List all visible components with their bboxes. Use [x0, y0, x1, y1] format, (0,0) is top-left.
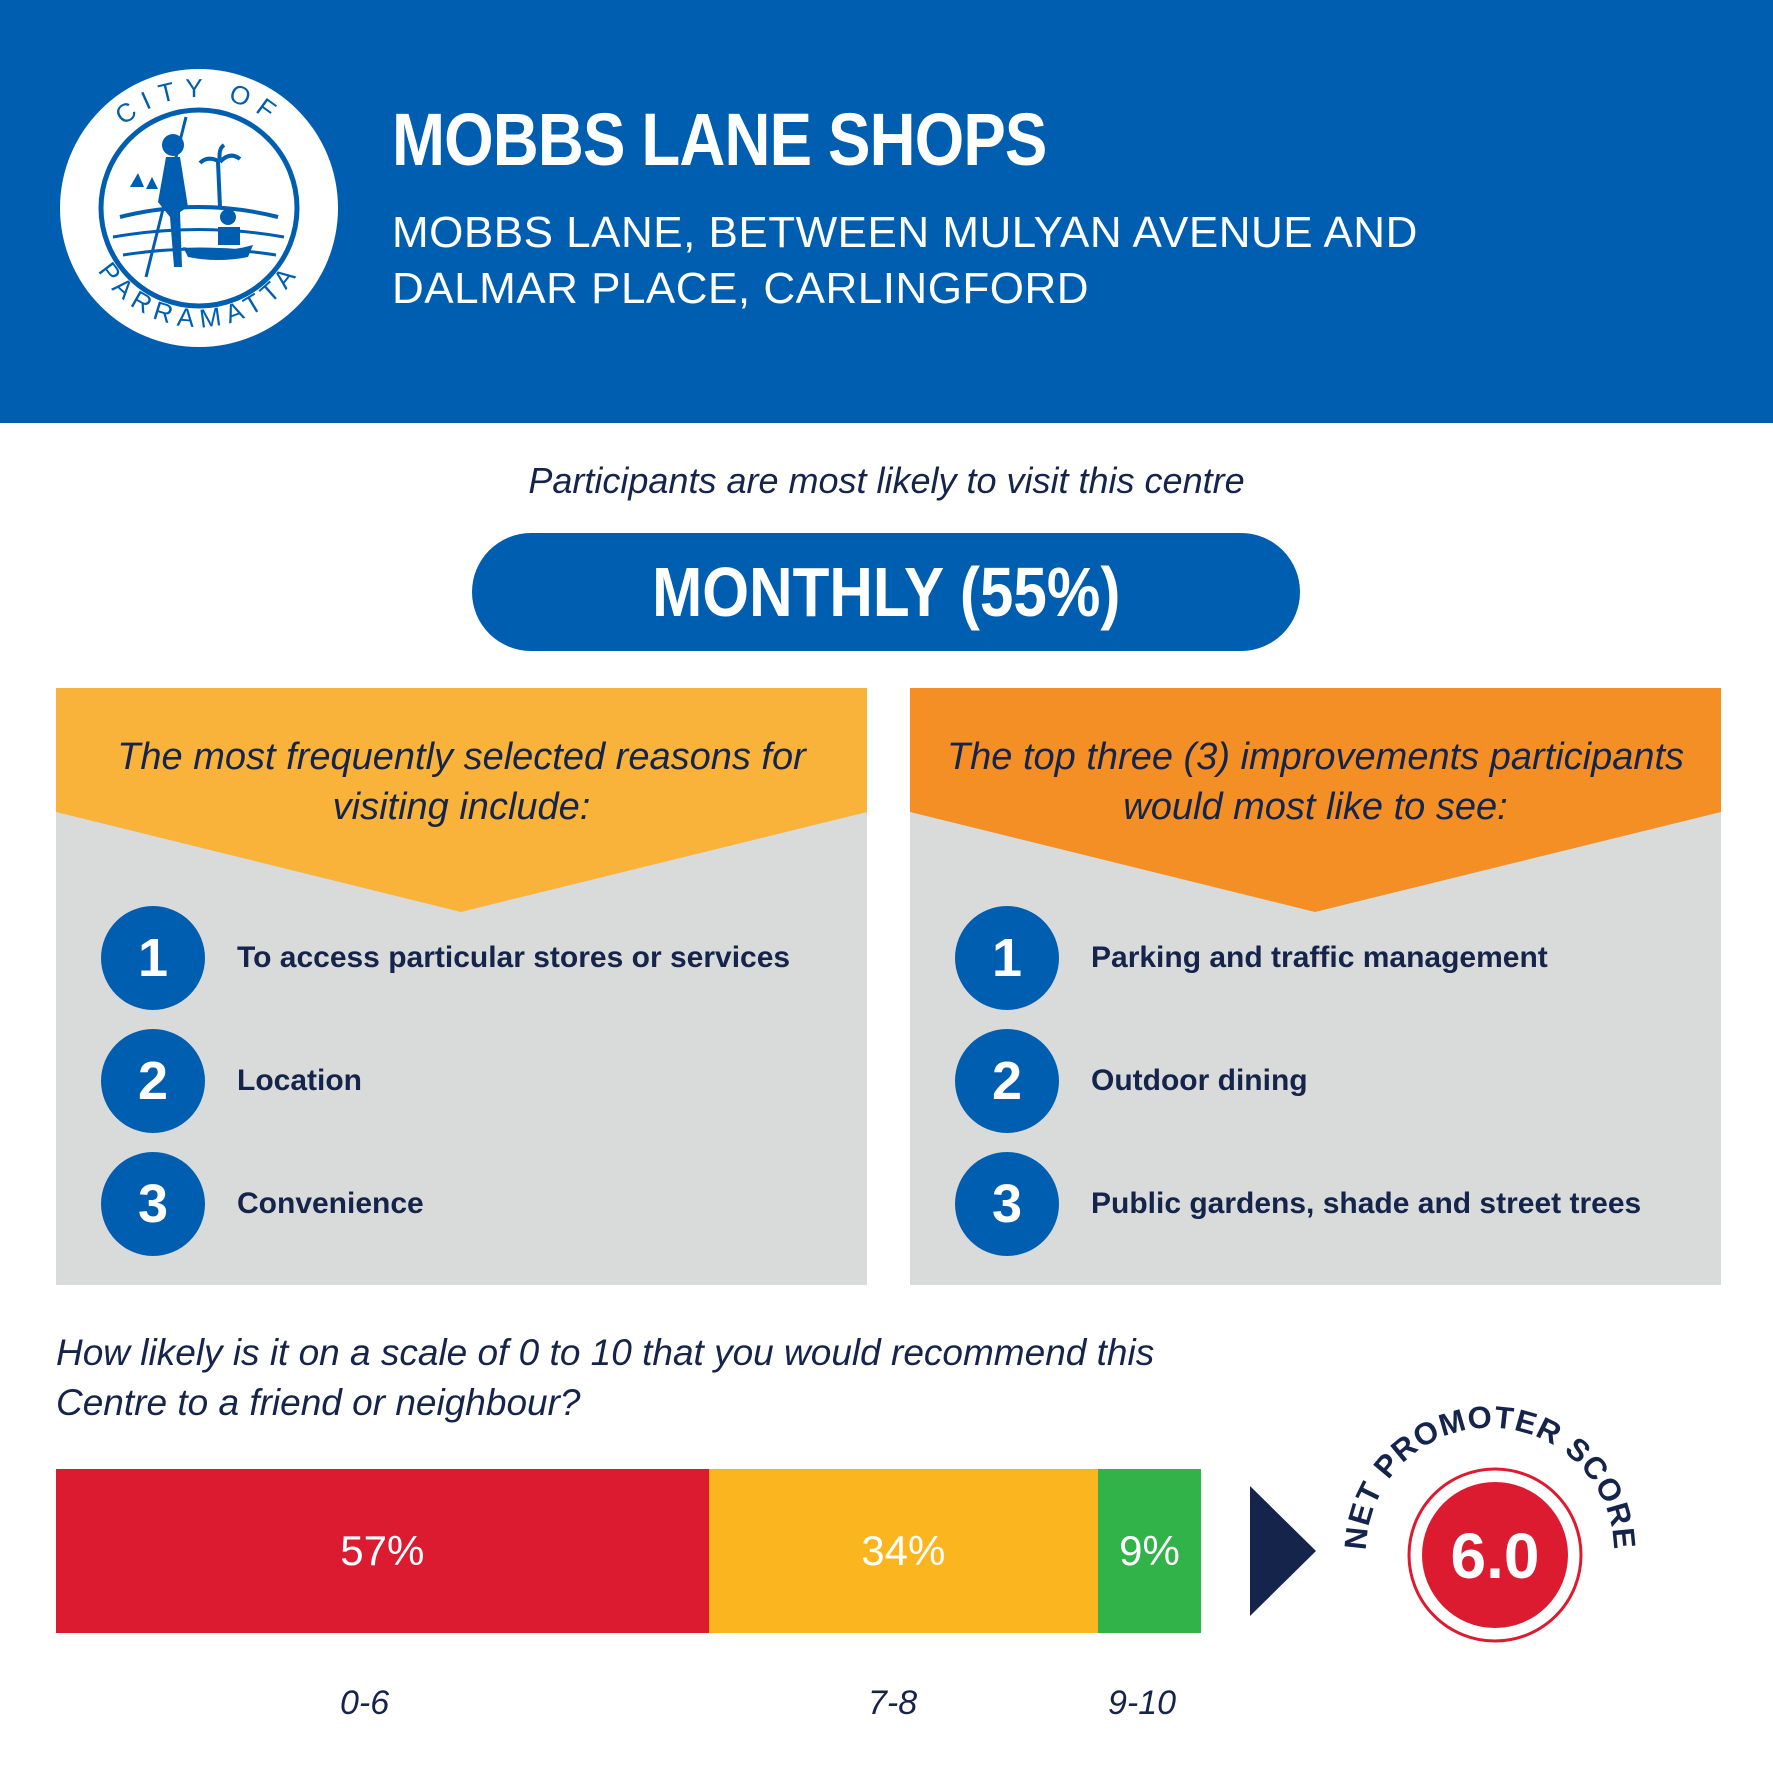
- reason-number-badge: 2: [101, 1029, 205, 1133]
- passives-range-label: 7-8: [868, 1684, 918, 1722]
- improvement-number-badge: 2: [955, 1029, 1059, 1133]
- reason-item: 2 Location: [101, 1029, 851, 1133]
- passives-segment: 34%: [708, 1469, 1098, 1633]
- reasons-header-shape: [56, 688, 867, 912]
- passives-percent: 34%: [861, 1527, 946, 1574]
- improvements-panel: The top three (3) improvements participa…: [910, 688, 1721, 1285]
- improvement-number-badge: 3: [955, 1152, 1059, 1256]
- improvement-label: Parking and traffic management: [1091, 941, 1548, 974]
- improvement-number-badge: 1: [955, 906, 1059, 1010]
- improvements-panel-header: The top three (3) improvements participa…: [910, 688, 1721, 912]
- improvement-label: Public gardens, shade and street trees: [1091, 1187, 1642, 1220]
- visit-frequency-value: MONTHLY (55%): [651, 553, 1121, 631]
- promoters-percent: 9%: [1119, 1527, 1180, 1574]
- promoters-range-label: 9-10: [1108, 1684, 1177, 1722]
- visit-intro: Participants are most likely to visit th…: [528, 460, 1245, 501]
- visit-frequency-badge: MONTHLY (55%): [472, 533, 1300, 651]
- recommend-question: How likely is it on a scale of 0 to 10 t…: [56, 1332, 1155, 1423]
- reason-label: Convenience: [237, 1187, 424, 1220]
- improvement-item: 2 Outdoor dining: [955, 1029, 1705, 1133]
- reasons-panel: The most frequently selected reasons for…: [56, 688, 867, 1285]
- reason-item: 1 To access particular stores or service…: [101, 906, 851, 1010]
- improvement-item: 3 Public gardens, shade and street trees: [955, 1152, 1705, 1256]
- city-of-parramatta-logo: CITY OF PARRAMATTA: [60, 69, 338, 347]
- arrow-right-icon: [1250, 1486, 1316, 1616]
- detractors-percent: 57%: [340, 1527, 425, 1574]
- reasons-panel-header: The most frequently selected reasons for…: [56, 688, 867, 912]
- nps-value: 6.0: [1451, 1520, 1540, 1592]
- promoters-segment: 9%: [1097, 1469, 1201, 1633]
- detractors-segment: 57%: [56, 1469, 709, 1633]
- page-subtitle: MOBBS LANE, BETWEEN MULYAN AVENUE AND DA…: [392, 208, 1418, 313]
- recommend-distribution-bar: 57% 34% 9%: [56, 1469, 1201, 1633]
- improvements-heading: The top three (3) improvements participa…: [946, 736, 1685, 828]
- improvements-header-shape: [910, 688, 1721, 912]
- reason-label: Location: [237, 1064, 362, 1097]
- header-banner: CITY OF PARRAMATTA MOBBS LANE SHOPS MOBB…: [0, 0, 1773, 423]
- reason-label: To access particular stores or services: [237, 941, 791, 974]
- improvement-item: 1 Parking and traffic management: [955, 906, 1705, 1010]
- reason-number-badge: 3: [101, 1152, 205, 1256]
- reason-item: 3 Convenience: [101, 1152, 851, 1256]
- improvement-label: Outdoor dining: [1091, 1064, 1308, 1097]
- reason-number-badge: 1: [101, 906, 205, 1010]
- page-title: MOBBS LANE SHOPS: [392, 98, 1047, 181]
- reasons-heading: The most frequently selected reasons for…: [117, 736, 806, 828]
- net-promoter-score-badge: NET PROMOTER SCORE 6.0: [1340, 1400, 1640, 1643]
- detractors-range-label: 0-6: [340, 1684, 390, 1722]
